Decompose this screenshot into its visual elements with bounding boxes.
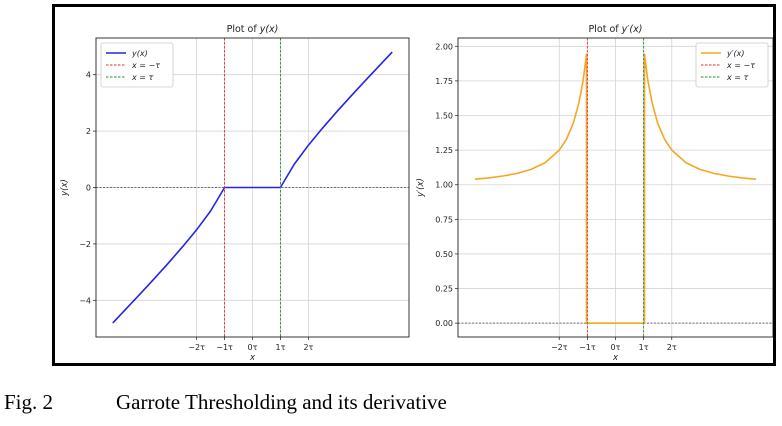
x-tick-label: −2τ [188, 343, 205, 352]
y-axis-label: y′(x) [416, 178, 426, 198]
figure-label: Fig. 2 [4, 390, 54, 414]
y-tick-label: 1.25 [435, 146, 453, 155]
legend: y(x) x = −τ x = τ [100, 42, 174, 88]
y-tick-label: 0.25 [435, 285, 453, 294]
x-tick-label: −1τ [216, 343, 233, 352]
y-tick-label: 0.00 [435, 319, 453, 328]
series-line-main [474, 53, 757, 325]
y-tick-label: 0.75 [435, 215, 453, 224]
legend-box [695, 42, 769, 88]
x-tick-label: 0τ [248, 343, 258, 352]
x-tick-label: 2τ [303, 343, 313, 352]
y-axis-label: y(x) [60, 179, 70, 197]
x-tick-label: −2τ [551, 343, 568, 352]
x-tick-label: 1τ [639, 343, 649, 352]
y-tick-label: 2 [86, 127, 91, 136]
y-tick-label: −2 [79, 240, 91, 249]
chart-title-math: y(x) [259, 24, 279, 35]
chart-2: −2τ −1τ 0τ 1τ 2τ 0.00 0.25 0.50 0.75 1.00 1.25 1.50… [416, 24, 773, 363]
x-tick-label: 1τ [275, 343, 285, 352]
y-tick-label: 1.75 [435, 77, 453, 86]
x-tick-label: −1τ [579, 343, 596, 352]
x-tick-label: 2τ [667, 343, 677, 352]
y-tick-label: 2.00 [435, 42, 453, 51]
y-tick-label: 0.50 [435, 250, 453, 259]
y-tick-label: −4 [79, 296, 91, 305]
y-tick-label: 1.00 [435, 181, 453, 190]
legend-entry: x = τ [131, 73, 154, 82]
figure-caption: Garrote Thresholding and its derivative [116, 390, 447, 414]
figure-frame: −2τ −1τ 0τ 1τ 2τ −4 −2 0 2 4 Plot of y(x) x y(x) y(x)… [52, 4, 776, 366]
legend-entry: y(x) [131, 49, 148, 58]
chart-title-math: y′(x) [621, 24, 643, 35]
legend-entry: x = τ [726, 73, 749, 82]
y-tick-label: 0 [86, 184, 91, 193]
y-tick-label: 1.50 [435, 112, 453, 121]
legend-box [100, 42, 174, 88]
plot-frame [95, 37, 410, 338]
series-line-main [112, 51, 393, 324]
chart-title: Plot of y′(x) [589, 24, 643, 35]
legend-entry: x = −τ [726, 61, 755, 70]
x-axis-label: x [249, 353, 256, 363]
legend-entry: y′(x) [726, 49, 745, 58]
x-axis-label: x [612, 353, 619, 363]
legend: y′(x) x = −τ x = τ [695, 42, 769, 88]
x-tick-label: 0τ [611, 343, 621, 352]
plot-frame [457, 37, 773, 338]
y-tick-label: 4 [86, 71, 91, 80]
chart-title: Plot of y(x) [227, 24, 279, 35]
legend-entry: x = −τ [131, 61, 160, 70]
